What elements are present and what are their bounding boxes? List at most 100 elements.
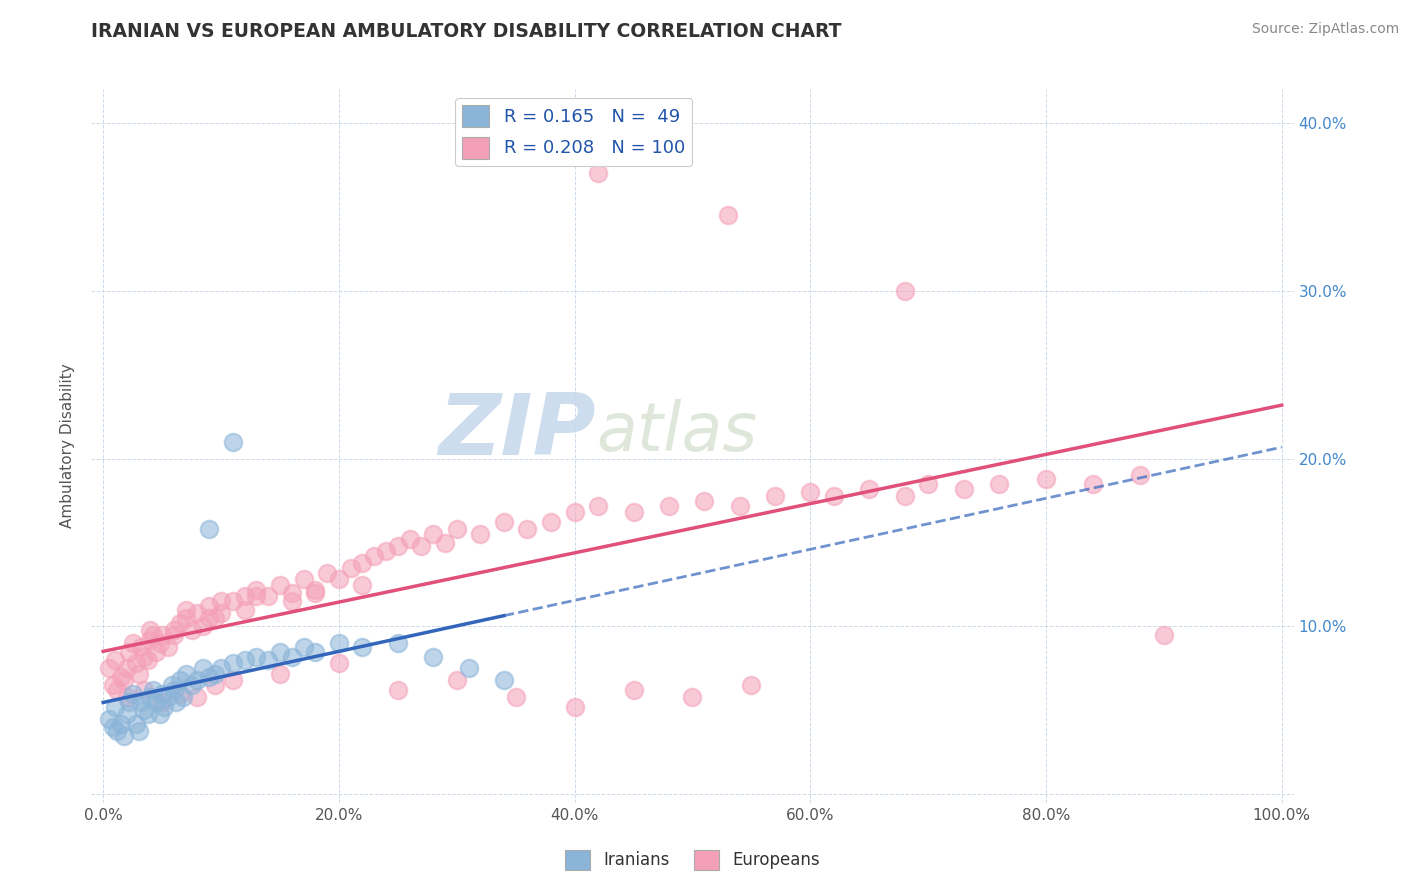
Point [125,717,148,731]
Point [269,577,291,591]
Point [163,628,186,642]
Point [505,690,527,704]
Point [209,661,232,675]
Point [174,666,197,681]
Point [281,594,304,608]
Point [104,653,127,667]
Point [257,589,280,603]
Point [352,556,374,570]
Point [387,636,409,650]
Point [150,687,173,701]
Point [564,700,586,714]
Point [165,695,187,709]
Text: IRANIAN VS EUROPEAN AMBULATORY DISABILITY CORRELATION CHART: IRANIAN VS EUROPEAN AMBULATORY DISABILIT… [91,22,842,41]
Point [257,653,280,667]
Point [112,729,135,743]
Point [1129,468,1152,483]
Point [172,690,194,704]
Point [169,673,191,688]
Point [145,645,167,659]
Point [101,720,124,734]
Point [269,645,291,659]
Point [204,666,226,681]
Point [209,606,232,620]
Point [233,653,256,667]
Point [233,589,256,603]
Point [198,611,221,625]
Point [193,619,215,633]
Point [129,695,152,709]
Point [115,690,138,704]
Point [1035,472,1057,486]
Point [893,489,915,503]
Point [139,632,162,647]
Point [104,700,127,714]
Point [233,603,256,617]
Point [136,653,159,667]
Point [987,476,1010,491]
Point [198,670,221,684]
Point [1153,628,1175,642]
Point [245,649,267,664]
Point [304,586,326,600]
Point [799,485,821,500]
Point [245,582,267,597]
Point [149,636,172,650]
Point [128,723,150,738]
Point [169,687,191,701]
Point [339,560,361,574]
Point [328,636,350,650]
Y-axis label: Ambulatory Disability: Ambulatory Disability [60,364,76,528]
Point [193,661,215,675]
Point [134,703,156,717]
Point [422,527,444,541]
Point [658,499,681,513]
Point [222,594,245,608]
Point [352,640,374,654]
Point [125,657,148,671]
Point [222,434,245,449]
Point [98,661,121,675]
Point [363,549,385,563]
Point [352,577,374,591]
Point [681,690,703,704]
Point [623,505,645,519]
Point [304,645,326,659]
Point [153,700,176,714]
Point [292,640,315,654]
Point [586,166,609,180]
Point [121,687,143,701]
Point [112,673,135,688]
Point [564,505,586,519]
Point [142,683,165,698]
Point [156,640,179,654]
Point [156,690,179,704]
Point [134,649,156,664]
Point [516,522,538,536]
Point [623,683,645,698]
Point [281,649,304,664]
Point [917,476,939,491]
Point [129,640,152,654]
Point [375,544,398,558]
Point [98,712,121,726]
Point [198,599,221,614]
Point [387,683,409,698]
Point [118,695,141,709]
Point [457,661,479,675]
Point [174,603,197,617]
Point [145,695,167,709]
Point [139,690,162,704]
Point [387,539,409,553]
Point [446,522,468,536]
Point [169,616,191,631]
Point [492,673,515,688]
Point [858,482,880,496]
Point [136,706,159,721]
Point [433,535,456,549]
Point [304,582,326,597]
Point [728,499,751,513]
Point [328,657,350,671]
Point [198,522,221,536]
Point [823,489,845,503]
